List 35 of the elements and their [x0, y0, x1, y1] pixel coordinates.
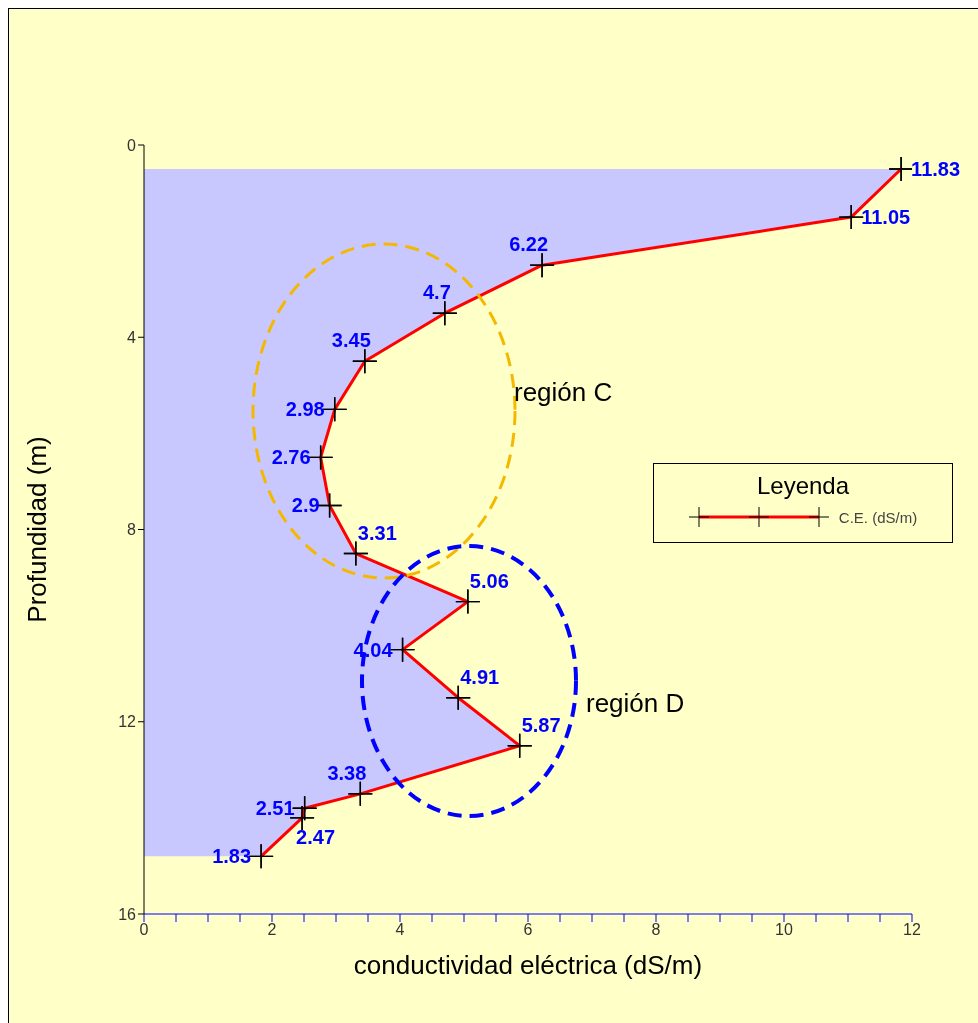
- x-tick-label: 4: [395, 921, 405, 939]
- legend-label: C.E. (dS/m): [838, 508, 918, 526]
- y-tick-label: 16: [118, 905, 137, 923]
- y-tick-label: 12: [118, 713, 137, 731]
- y-tick-label: 8: [127, 521, 137, 539]
- x-tick-label: 0: [139, 921, 149, 939]
- data-label: 2.98: [285, 398, 325, 421]
- x-tick-label: 6: [523, 921, 533, 939]
- data-label: 2.51: [255, 797, 295, 820]
- data-label: 5.06: [469, 569, 509, 592]
- data-label: 3.45: [331, 329, 371, 352]
- data-label: 1.83: [212, 845, 252, 868]
- annotation: región C: [514, 377, 613, 407]
- data-label: 6.22: [509, 233, 549, 256]
- data-label: 3.38: [327, 761, 367, 784]
- y-axis-title: Profundidad (m): [22, 436, 53, 623]
- x-tick-label: 12: [903, 921, 921, 939]
- data-label: 3.31: [357, 521, 397, 544]
- y-tick-label: 0: [127, 136, 137, 154]
- x-tick-label: 8: [651, 921, 661, 939]
- data-label: 4.91: [460, 665, 500, 688]
- x-tick-label: 10: [775, 921, 793, 939]
- data-label: 11.05: [861, 206, 911, 229]
- data-label: 5.87: [521, 713, 561, 736]
- data-label: 4.7: [422, 281, 451, 304]
- legend-title: Leyenda: [755, 472, 851, 500]
- annotation: región D: [586, 688, 685, 718]
- data-label: 11.83: [911, 158, 961, 181]
- y-tick-label: 4: [127, 328, 137, 346]
- data-label: 2.47: [296, 825, 336, 848]
- x-axis-title: conductividad eléctrica (dS/m): [353, 950, 703, 980]
- data-label: 2.76: [271, 446, 311, 469]
- data-label: 4.04: [353, 638, 394, 661]
- x-tick-label: 2: [267, 921, 277, 939]
- data-label: 2.9: [291, 494, 320, 517]
